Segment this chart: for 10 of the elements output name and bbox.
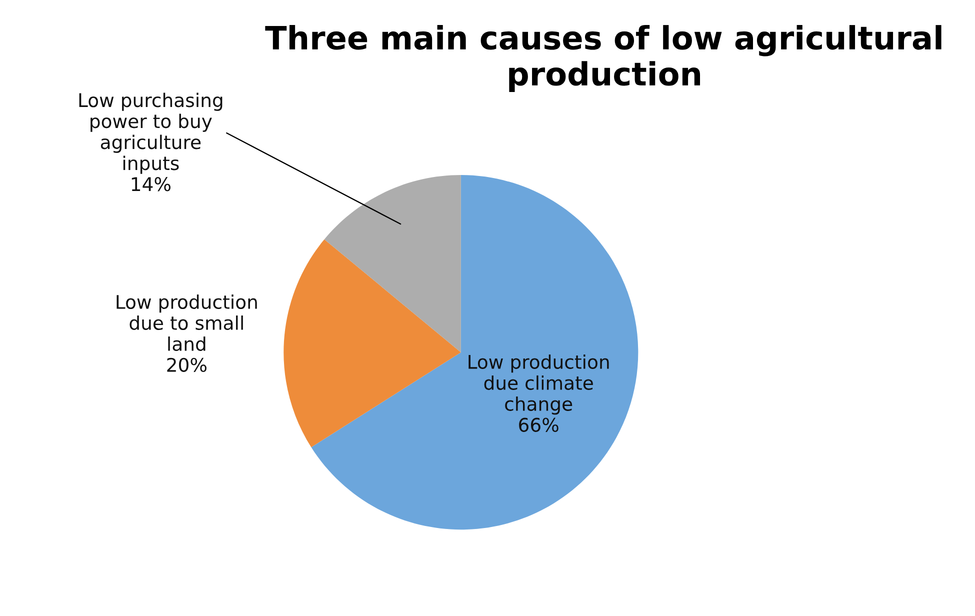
pie-slice — [311, 175, 638, 530]
data-label: 20% — [167, 358, 206, 372]
data-label: 66% — [519, 418, 558, 432]
pie-slice — [284, 239, 461, 448]
slice-label: Low production due to small land — [116, 294, 257, 352]
data-label: 14% — [132, 177, 170, 192]
slice-label: Low production due climate change — [468, 354, 609, 415]
chart-title: Three main causes of low agricultural production — [265, 25, 942, 92]
slice-label: Low purchasing power to buy agriculture inputs — [79, 92, 222, 174]
pie-slice — [324, 175, 461, 352]
